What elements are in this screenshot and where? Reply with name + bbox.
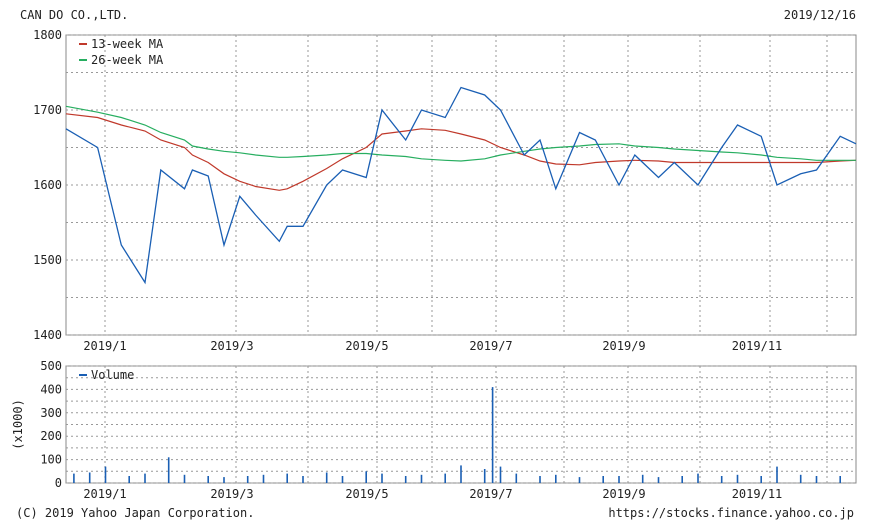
volume-bar (341, 476, 344, 483)
volume-bar (420, 474, 423, 483)
volume-bar (697, 473, 699, 483)
volume-panel-xtick-label: 2019/11 (732, 487, 783, 501)
volume-bar (167, 457, 170, 483)
volume-bar (460, 465, 462, 483)
volume-bar (302, 476, 304, 483)
volume-panel-ytick-label: 200 (40, 429, 62, 443)
volume-panel-ytick-label: 300 (40, 406, 62, 420)
volume-bar (555, 474, 557, 483)
volume-panel-xtick-label: 2019/5 (345, 487, 388, 501)
price-panel-ytick-label: 1500 (33, 253, 62, 267)
volume-bar (183, 474, 186, 483)
price-line (65, 86, 857, 285)
volume-panel-xtick-label: 2019/7 (469, 487, 512, 501)
volume-bar (602, 476, 604, 483)
volume-bar (491, 387, 494, 483)
volume-bar (515, 473, 518, 483)
price-panel-xtick-label: 2019/5 (345, 339, 388, 353)
price-panel-ytick-label: 1700 (33, 103, 62, 117)
volume-bar (381, 473, 383, 483)
price-panel-xtick-label: 2019/7 (469, 339, 512, 353)
volume-bar (262, 474, 265, 483)
volume-panel-xtick-label: 2019/1 (83, 487, 126, 501)
volume-ylabel: (x1000) (11, 399, 25, 450)
chart-date: 2019/12/16 (783, 8, 856, 22)
price-panel-ytick-label: 1400 (33, 328, 62, 342)
volume-panel-xtick-label: 2019/3 (210, 487, 253, 501)
volume-bar (618, 476, 620, 483)
volume-bar (539, 476, 541, 483)
volume-bar (720, 476, 723, 483)
source-url[interactable]: https://stocks.finance.yahoo.co.jp (608, 506, 854, 520)
volume-bar (799, 474, 802, 483)
volume-bar (499, 466, 502, 483)
price-panel-ytick-label: 1800 (33, 28, 62, 42)
price-panel-xtick-label: 2019/11 (732, 339, 783, 353)
copyright-text: (C) 2019 Yahoo Japan Corporation. (16, 506, 255, 520)
volume-bar (404, 476, 407, 483)
volume-bar (839, 476, 841, 483)
volume-bar (88, 472, 91, 483)
price-panel-ytick-label: 1600 (33, 178, 62, 192)
volume-panel-ytick-label: 500 (40, 359, 62, 373)
volume-bar (444, 473, 446, 483)
volume-bar (223, 477, 225, 483)
volume-bar (246, 476, 249, 483)
volume-bar (104, 466, 107, 483)
ma13-line (65, 113, 857, 191)
volume-bar (128, 476, 130, 483)
legend-label-volume: Volume (91, 368, 134, 382)
volume-bar (736, 474, 739, 483)
volume-bar (483, 469, 486, 483)
volume-bar (207, 476, 209, 483)
price-panel-xtick-label: 2019/3 (210, 339, 253, 353)
volume-bar (681, 476, 683, 483)
volume-panel-ytick-label: 100 (40, 453, 62, 467)
volume-bar (325, 472, 328, 483)
volume-bar (657, 477, 660, 483)
volume-bar (776, 466, 778, 483)
volume-panel-ytick-label: 0 (55, 476, 62, 490)
price-panel-xtick-label: 2019/1 (83, 339, 126, 353)
volume-panel-ytick-label: 400 (40, 382, 62, 396)
volume-bar (815, 476, 818, 483)
volume-bar (641, 474, 644, 483)
volume-bar (73, 473, 75, 483)
legend-label-ma13-line: 13-week MA (91, 37, 164, 51)
volume-bar (144, 473, 146, 483)
volume-bar (286, 473, 288, 483)
volume-panel-xtick-label: 2019/9 (602, 487, 645, 501)
ma26-line (65, 105, 856, 162)
volume-bar (578, 477, 581, 483)
legend-label-ma26-line: 26-week MA (91, 53, 164, 67)
volume-bar (760, 476, 762, 483)
volume-bar (365, 471, 367, 483)
company-name: CAN DO CO.,LTD. (20, 8, 129, 22)
price-panel-xtick-label: 2019/9 (602, 339, 645, 353)
